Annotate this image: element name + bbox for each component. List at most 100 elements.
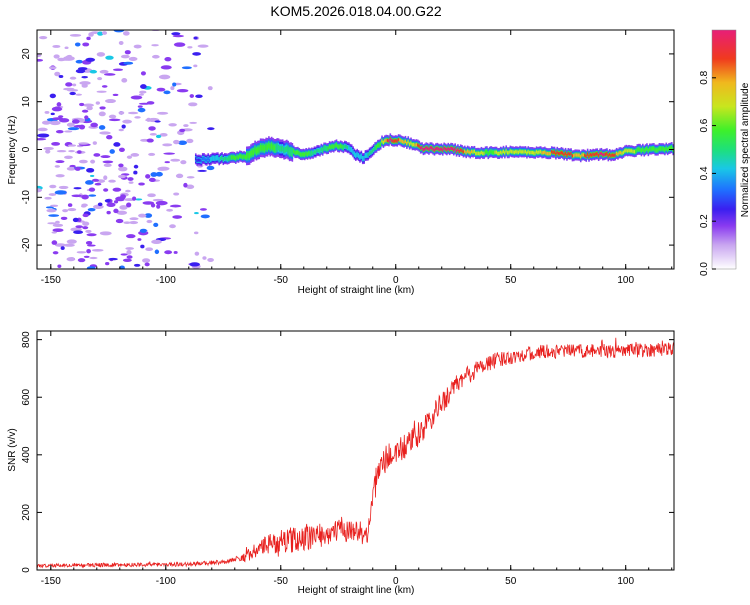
ridge-segment xyxy=(614,153,617,157)
ridge-segment xyxy=(643,149,646,153)
ridge-segment xyxy=(640,149,643,153)
colorbar-tick-label: 0.8 xyxy=(699,70,710,84)
noise-speckle xyxy=(66,239,77,244)
noise-speckle xyxy=(85,240,93,245)
noise-speckle xyxy=(48,193,57,196)
noise-speckle xyxy=(48,214,60,217)
noise-speckle xyxy=(60,246,65,250)
ridge-segment xyxy=(265,144,267,150)
ridge-segment xyxy=(671,145,673,150)
ridge-segment xyxy=(575,153,578,157)
noise-speckle xyxy=(103,163,112,168)
noise-speckle xyxy=(89,174,95,177)
ridge-segment xyxy=(502,149,505,153)
noise-speckle xyxy=(113,200,119,204)
ridge-segment xyxy=(284,147,287,153)
noise-speckle xyxy=(126,202,132,208)
ridge-segment xyxy=(549,151,552,156)
noise-speckle xyxy=(51,240,58,245)
ridge-segment xyxy=(397,138,400,142)
ridge-segment xyxy=(469,151,472,155)
noise-speckle xyxy=(54,165,61,168)
noise-speckle xyxy=(151,239,162,245)
ridge-segment xyxy=(250,150,252,157)
spectrogram-y-ticks: -20 -10 0 10 20 xyxy=(21,48,674,252)
noise-speckle xyxy=(138,213,147,218)
noise-speckle xyxy=(91,248,104,252)
noise-speckle xyxy=(75,59,83,64)
ridge-segment xyxy=(564,151,567,156)
noise-speckle xyxy=(193,36,198,40)
ridge-segment xyxy=(272,144,274,150)
noise-speckle xyxy=(125,247,135,250)
ridge-segment xyxy=(263,145,266,152)
noise-speckle xyxy=(103,175,108,181)
ridge-segment xyxy=(222,157,225,162)
noise-speckle xyxy=(57,264,62,268)
ridge-segment xyxy=(321,148,324,152)
noise-speckle xyxy=(189,262,201,267)
noise-speckle xyxy=(194,251,200,256)
noise-speckle xyxy=(121,78,128,83)
noise-speckle xyxy=(113,30,125,33)
noise-speckle xyxy=(123,61,134,65)
ridge-segment xyxy=(388,139,390,143)
ridge-segment xyxy=(328,145,331,149)
noise-speckle xyxy=(128,56,138,61)
snr-y-ticks: 0 200 400 600 800 xyxy=(21,331,674,573)
colorbar-tick-label: 0.6 xyxy=(699,118,710,132)
ridge-segment xyxy=(306,152,309,156)
spectrogram-y-label: Frequency (Hz) xyxy=(7,116,18,185)
ridge-segment xyxy=(493,150,495,155)
ridge-segment xyxy=(384,139,386,143)
ridge-segment xyxy=(636,148,639,152)
noise-speckle xyxy=(58,115,64,118)
ridge-segment xyxy=(381,139,383,143)
ridge-segment xyxy=(451,146,454,151)
ridge-segment xyxy=(232,155,234,159)
ridge-segment xyxy=(241,155,244,159)
noise-speckle xyxy=(88,32,94,37)
noise-speckle xyxy=(81,75,88,79)
ridge-segment xyxy=(294,150,296,155)
noise-speckle xyxy=(168,123,177,127)
noise-speckle xyxy=(99,106,106,110)
noise-speckle xyxy=(118,166,128,172)
noise-speckle xyxy=(126,234,136,239)
noise-speckle xyxy=(97,77,103,81)
noise-speckle xyxy=(181,66,192,70)
ridge-segment xyxy=(541,151,543,155)
ridge-segment xyxy=(236,155,238,159)
ridge-segment xyxy=(553,150,556,154)
noise-speckle xyxy=(128,181,134,184)
snr-frame xyxy=(36,330,675,571)
snr-x-label: Height of straight line (km) xyxy=(298,585,415,596)
ridge-segment xyxy=(561,151,564,155)
ridge-segment xyxy=(403,140,405,144)
ridge-segment xyxy=(506,151,509,155)
ridge-segment xyxy=(252,149,255,155)
noise-speckle xyxy=(148,126,156,131)
ridge-segment xyxy=(603,153,605,157)
ridge-segment xyxy=(283,147,285,153)
noise-speckle xyxy=(112,93,119,97)
ridge-segment xyxy=(464,149,466,153)
noise-speckle xyxy=(133,164,139,169)
noise-speckle xyxy=(173,251,178,254)
noise-speckle xyxy=(78,159,88,164)
y-tick-label: -10 xyxy=(21,190,32,205)
ridge-segment xyxy=(254,147,256,153)
ridge-segment xyxy=(505,149,508,153)
noise-speckle xyxy=(89,256,98,260)
ridge-segment xyxy=(415,143,418,147)
ridge-segment xyxy=(539,150,542,154)
ridge-segment xyxy=(244,155,247,159)
ridge-segment xyxy=(535,150,538,154)
noise-speckle xyxy=(186,138,194,144)
ridge-segment xyxy=(399,138,401,142)
ridge-segment xyxy=(419,146,422,150)
x-tick-label: -150 xyxy=(41,275,61,286)
noise-speckle xyxy=(82,42,90,47)
noise-speckle xyxy=(172,215,183,219)
